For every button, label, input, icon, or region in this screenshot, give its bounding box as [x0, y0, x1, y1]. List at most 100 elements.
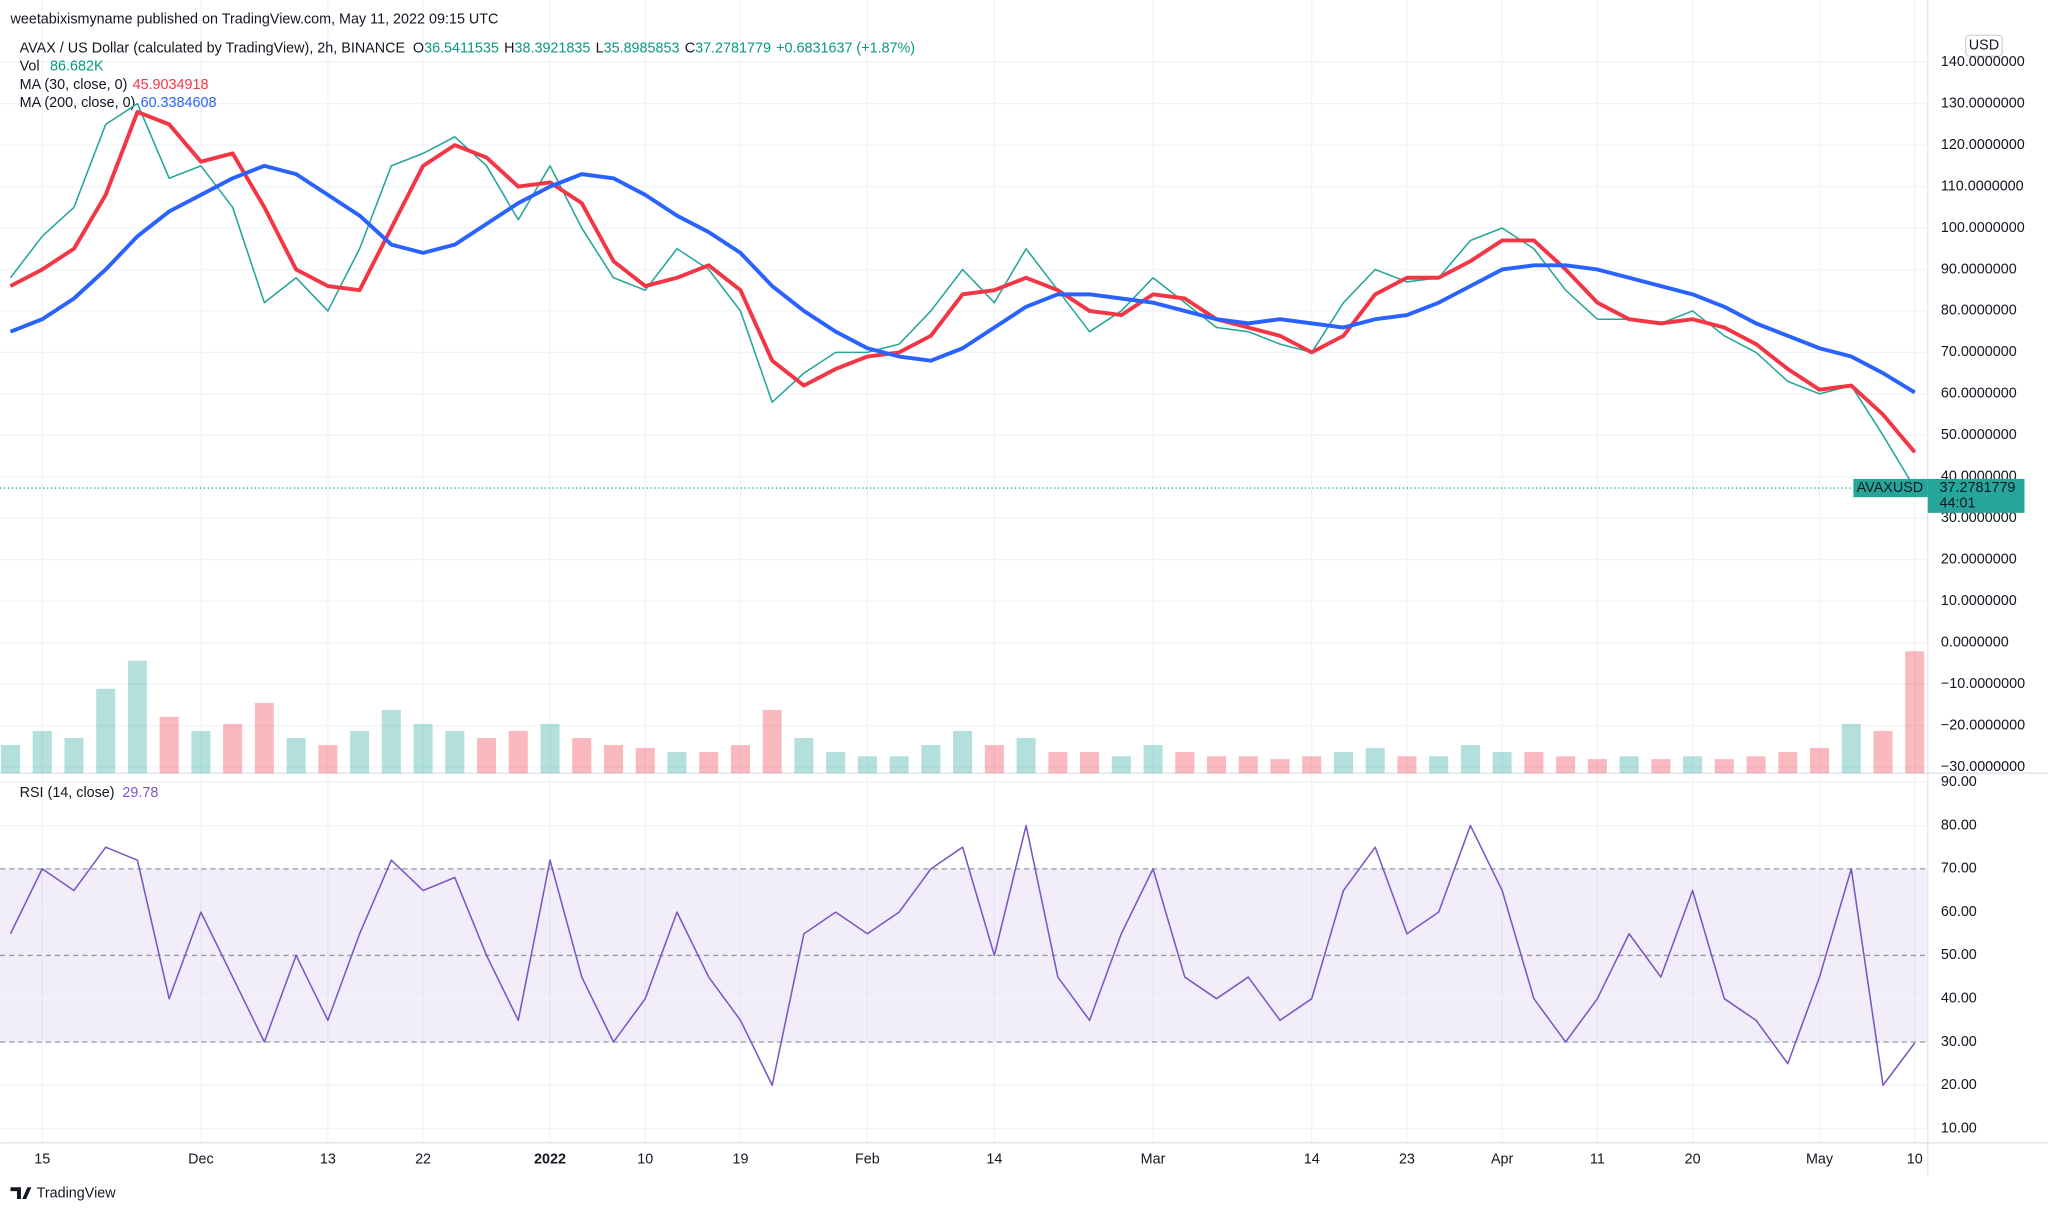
price-tag-countdown: 44:01: [1940, 496, 1976, 512]
volume-bar: [445, 731, 465, 774]
brand-logo: [10, 1187, 32, 1199]
y-tick-label: 140.0000000: [1941, 54, 2025, 70]
x-tick-label: 20: [1685, 1152, 1701, 1168]
volume-bar: [1206, 756, 1227, 774]
volume-bar: [921, 745, 941, 774]
y-tick-label: −10.0000000: [1941, 676, 2025, 692]
x-tick-label: 11: [1590, 1152, 1605, 1168]
y-tick-label: 30.0000000: [1941, 510, 2017, 526]
volume-bar: [350, 731, 370, 774]
volume-bar: [1651, 759, 1671, 774]
volume-bar: [984, 745, 1004, 774]
ma30-name: MA (30, close, 0): [20, 77, 128, 93]
x-tick-label: 14: [1304, 1152, 1320, 1168]
volume-bar: [223, 723, 243, 774]
ma200-legend: MA (200, close, 0) 60.3384608: [20, 95, 217, 111]
volume-bar: [667, 752, 687, 774]
volume-bar: [96, 688, 116, 774]
y-tick-label: 90.0000000: [1941, 261, 2017, 277]
rsi-value: 29.78: [122, 785, 158, 801]
brand: TradingView: [37, 1186, 117, 1202]
volume-bar: [0, 745, 21, 774]
volume-bar: [794, 738, 814, 774]
y-tick-label: −20.0000000: [1941, 717, 2025, 733]
volume-bar: [762, 709, 782, 774]
y-tick-label: 90.00: [1941, 774, 1977, 790]
x-tick-label: 13: [320, 1152, 336, 1168]
y-tick-label: −30.0000000: [1941, 759, 2025, 775]
volume-bar: [1873, 731, 1893, 774]
ohlc-value: 38.3921835: [515, 40, 591, 56]
x-tick-label: 14: [986, 1152, 1002, 1168]
volume-bar: [889, 756, 909, 774]
vol-legend: Vol 86.682K: [20, 58, 104, 74]
y-tick-label: 10.0000000: [1941, 593, 2017, 609]
ohlc-value: 35.8985853: [604, 40, 680, 56]
y-tick-label: 70.0000000: [1941, 344, 2017, 360]
symbol-tag: [1853, 478, 1928, 498]
ohlc-key: O: [413, 40, 424, 56]
ma-line: [9, 109, 1917, 454]
volume-bar: [1048, 752, 1068, 774]
ohlc-value: 37.2781779: [695, 40, 771, 56]
volume-bar: [1333, 752, 1353, 774]
volume-bar: [1524, 752, 1544, 774]
rsi-line: [9, 824, 1916, 1087]
ma-line: [9, 163, 1916, 395]
ohlc-key: L: [596, 40, 604, 56]
volume-bar: [159, 716, 179, 774]
y-tick-label: 0.0000000: [1941, 634, 2009, 650]
volume-bar: [635, 747, 655, 774]
x-tick-label: Dec: [188, 1152, 214, 1168]
volume-bar: [572, 738, 592, 774]
volume-bar: [191, 731, 211, 774]
price-tag: [1927, 478, 2025, 513]
x-tick-label: Feb: [855, 1152, 880, 1168]
volume-bar: [1683, 756, 1703, 774]
y-tick-label: 80.00: [1941, 817, 1977, 833]
ohlc-key: H: [504, 40, 514, 56]
ma30-value: 45.9034918: [133, 77, 209, 93]
y-tick-label: 100.0000000: [1941, 220, 2025, 236]
volume-bar: [381, 709, 401, 774]
volume-bar: [254, 702, 274, 774]
volume-bar: [1619, 756, 1639, 774]
price-line: [9, 102, 1916, 489]
x-tick-label: 10: [637, 1152, 653, 1168]
y-tick-label: 50.00: [1941, 947, 1977, 963]
volume-bar: [857, 756, 877, 774]
volume-bar: [477, 738, 497, 774]
volume-bar: [1778, 752, 1798, 774]
y-tick-label: 130.0000000: [1941, 95, 2025, 111]
y-tick-label: 50.0000000: [1941, 427, 2017, 443]
y-tick-label: 60.00: [1941, 904, 1977, 920]
y-tick-label: 30.00: [1941, 1034, 1977, 1050]
volume-bar: [730, 745, 750, 774]
published-line: weetabixismyname published on TradingVie…: [9, 11, 498, 27]
y-tick-label: 70.00: [1941, 861, 1977, 877]
volume-bar: [127, 660, 147, 774]
y-tick-label: 20.0000000: [1941, 551, 2017, 567]
volume-bar: [1016, 738, 1036, 774]
x-tick-label: May: [1806, 1152, 1834, 1168]
volume-bar: [1587, 759, 1607, 774]
volume-bar: [1429, 756, 1449, 774]
symbol: AVAX / US Dollar (calculated by TradingV…: [20, 40, 405, 56]
volume-bar: [1905, 651, 1925, 774]
currency: USD: [1969, 38, 1999, 54]
change: +0.6831637 (+1.87%): [776, 40, 915, 56]
vol-value: 86.682K: [50, 58, 104, 74]
x-tick-label: 10: [1907, 1152, 1923, 1168]
vol-name: Vol: [20, 58, 40, 74]
volume-bar: [1841, 723, 1861, 774]
x-tick-label: 15: [34, 1152, 50, 1168]
volume-bar: [1143, 745, 1163, 774]
volume-bar: [1810, 747, 1830, 774]
volume-bar: [699, 752, 719, 774]
currency-box[interactable]: [1965, 34, 2003, 57]
volume-bar: [64, 738, 84, 774]
x-tick-label: 23: [1399, 1152, 1415, 1168]
volume-bar: [286, 738, 306, 774]
volume-bar: [1238, 756, 1258, 774]
